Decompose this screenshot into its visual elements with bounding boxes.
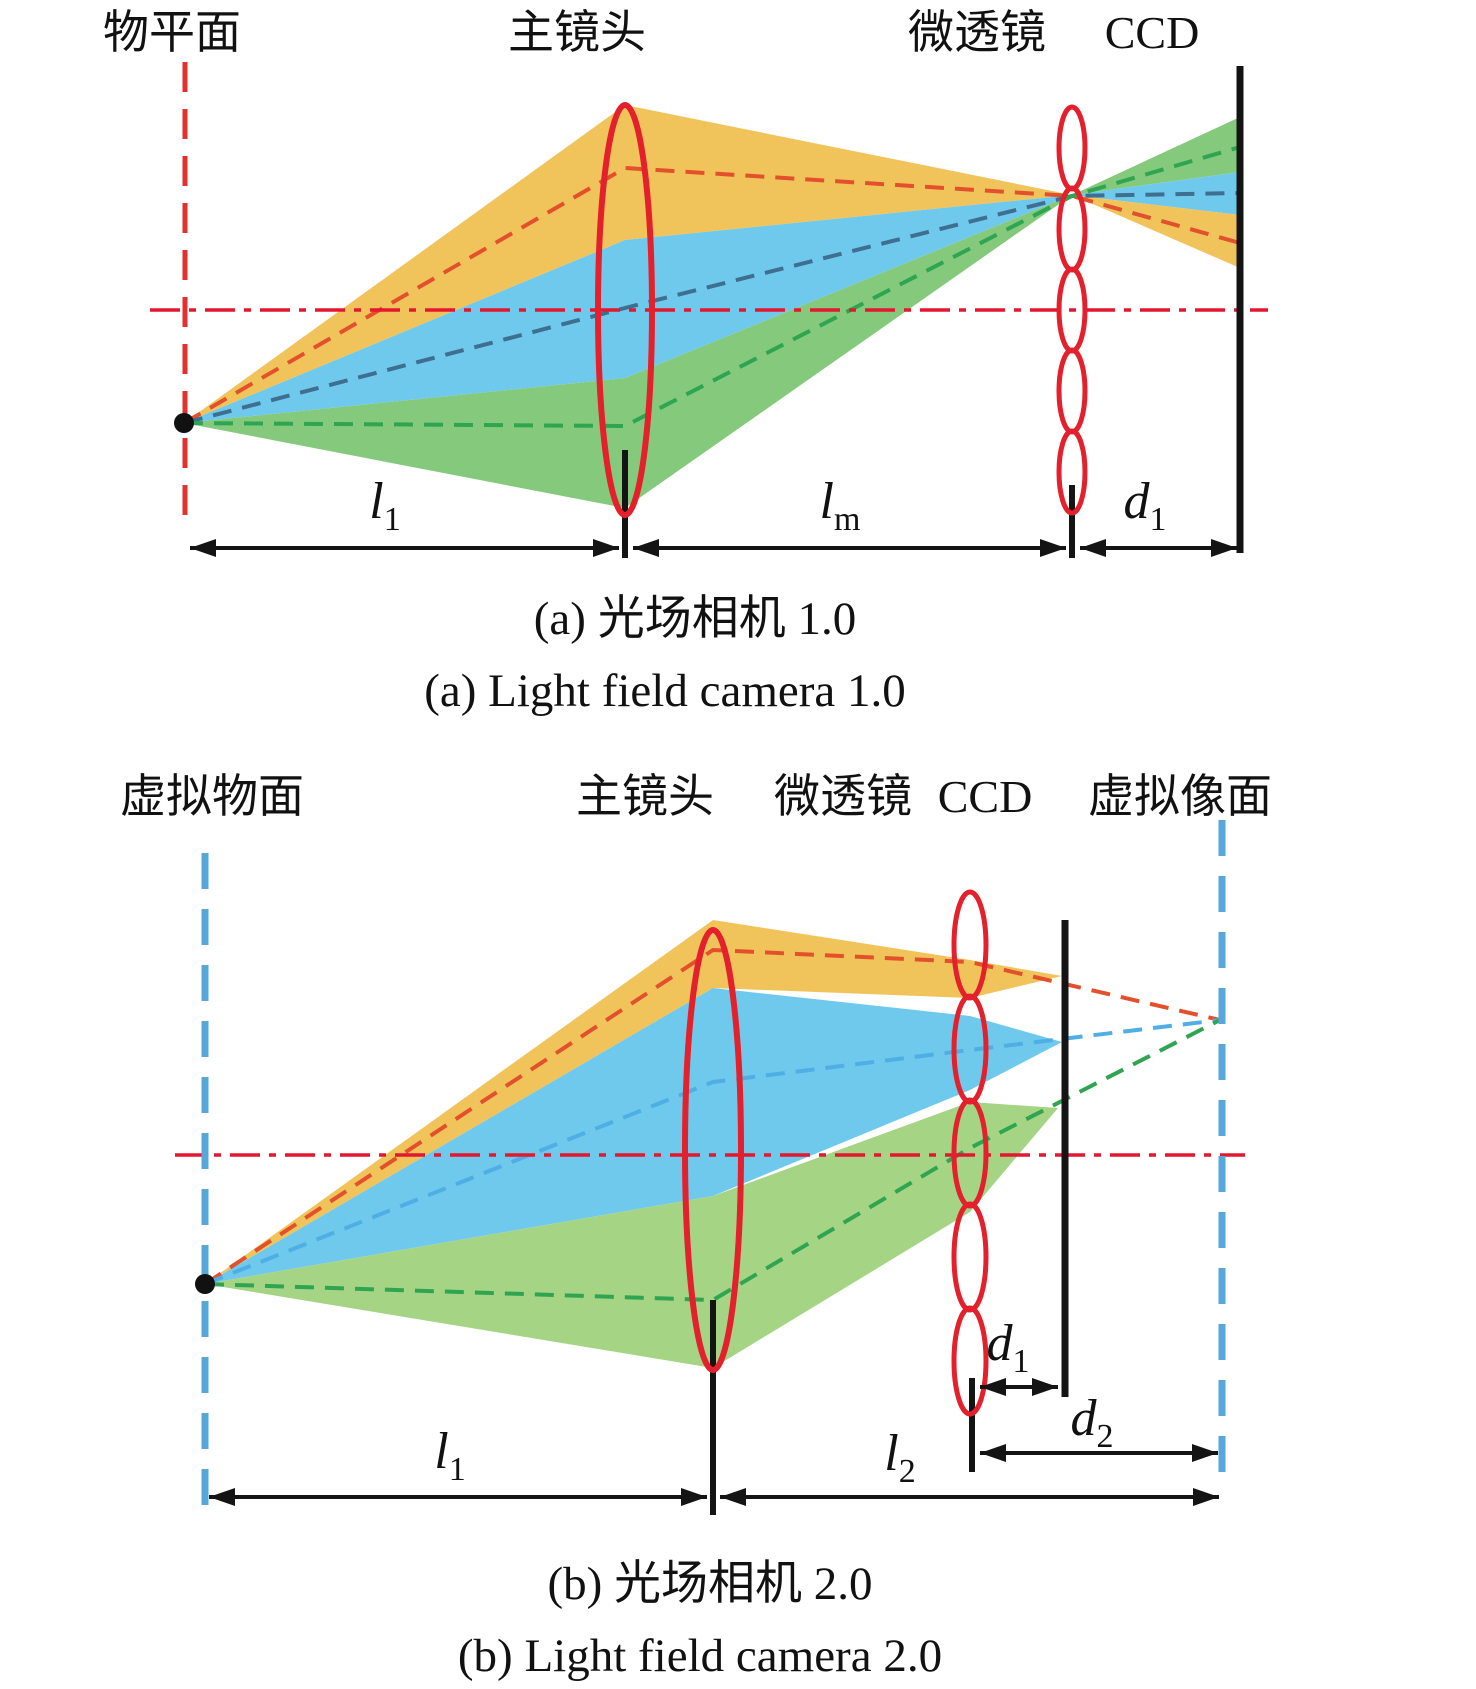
microlens-array-a: [1056, 104, 1088, 558]
dimension-arrowhead: [980, 1444, 1006, 1462]
label-main-lens-b: 主镜头: [576, 771, 714, 822]
cone-green-a: [184, 195, 1072, 508]
panel-a: 物平面 主镜头 微透镜 CCD l1 lm d1 (a) 光场相机 1.0 (a…: [103, 7, 1268, 717]
dim-label-d2-b: d2: [1071, 1390, 1114, 1455]
main-lens-a: [595, 102, 655, 518]
dim-base: l: [369, 473, 383, 530]
dim-label-l1-b: l1: [434, 1423, 465, 1488]
dim-sub: m: [834, 501, 860, 538]
microlens-b: [951, 1305, 989, 1417]
dim-sub: 1: [1013, 1343, 1030, 1380]
label-virtual-object-plane-b: 虚拟物面: [120, 771, 304, 822]
dimension-arrowhead: [190, 539, 216, 557]
dimensions-a: [190, 539, 1237, 557]
dimensions-b: [209, 1378, 1219, 1506]
microlens-a: [1056, 185, 1088, 273]
dimension-arrowhead: [1211, 539, 1237, 557]
panel-b: 虚拟物面 主镜头 微透镜 CCD 虚拟像面 d1 d2 l1 l2 (b) 光场…: [120, 771, 1272, 1682]
dim-label-d1-a: d1: [1124, 473, 1167, 538]
cone-green-b: [205, 1102, 1058, 1368]
cone-green-after-focus-a: [1072, 117, 1240, 195]
dim-label-l2-b: l2: [884, 1425, 915, 1490]
dim-sub: 2: [899, 1453, 916, 1490]
dimension-arrowhead: [633, 539, 659, 557]
dim-base: l: [434, 1423, 448, 1480]
caption-a-zh: (a) 光场相机 1.0: [534, 593, 856, 645]
dimension-arrowhead: [681, 1488, 707, 1506]
dim-sub: 2: [1097, 1418, 1114, 1455]
dim-label-l1-a: l1: [369, 473, 400, 538]
chief-ray-orange-b: [203, 947, 1221, 1286]
chief-ray-blue-a: [183, 191, 1241, 425]
dim-label-d1-b: d1: [987, 1315, 1030, 1380]
dimension-arrowhead: [209, 1488, 235, 1506]
dimension-arrowhead: [1080, 539, 1106, 557]
chief-ray-orange-a: [182, 165, 1241, 425]
dimension-arrowhead: [1192, 1444, 1218, 1462]
dim-base: l: [820, 473, 834, 530]
caption-b-zh: (b) 光场相机 2.0: [547, 1558, 872, 1610]
label-microlens-b: 微透镜: [774, 771, 912, 822]
dim-sub: 1: [1150, 501, 1167, 538]
label-main-lens-a: 主镜头: [508, 7, 646, 58]
dim-label-lm-a: lm: [820, 473, 861, 538]
cone-yellow-b: [205, 920, 1062, 1284]
chief-ray-green-b: [204, 1018, 1221, 1303]
dimension-arrowhead: [1040, 539, 1066, 557]
dimension-arrowhead: [1032, 1378, 1058, 1396]
cone-blue-b: [205, 988, 1062, 1284]
source-point-b: [195, 1274, 215, 1294]
label-microlens-a: 微透镜: [908, 7, 1046, 58]
chief-ray-blue-b: [204, 1018, 1221, 1286]
dim-base: d: [987, 1315, 1014, 1372]
dim-sub: 1: [384, 501, 401, 538]
cone-yellow-a: [184, 105, 1072, 423]
cone-yellow-after-focus-a: [1072, 195, 1240, 268]
microlens-a: [1056, 104, 1088, 192]
label-object-plane-a: 物平面: [103, 7, 241, 58]
dimension-arrowhead: [1193, 1488, 1219, 1506]
dimension-arrowhead: [980, 1378, 1006, 1396]
label-ccd-a: CCD: [1105, 7, 1200, 58]
source-point-a: [174, 413, 194, 433]
chief-ray-green-a: [183, 145, 1241, 429]
microlens-b: [951, 1201, 989, 1313]
dimension-arrowhead: [593, 539, 619, 557]
caption-a-en: (a) Light field camera 1.0: [424, 665, 906, 717]
label-ccd-b: CCD: [938, 771, 1033, 822]
dim-base: d: [1071, 1390, 1098, 1447]
microlens-array-b: [951, 889, 989, 1472]
dim-base: d: [1124, 473, 1151, 530]
dim-base: l: [884, 1425, 898, 1482]
label-virtual-image-plane-b: 虚拟像面: [1088, 771, 1272, 822]
caption-b-en: (b) Light field camera 2.0: [458, 1630, 942, 1682]
dim-sub: 1: [449, 1451, 466, 1488]
main-lens-b: [682, 927, 744, 1373]
microlens-a: [1056, 347, 1088, 435]
microlens-a: [1056, 428, 1088, 516]
dimension-arrowhead: [720, 1488, 746, 1506]
